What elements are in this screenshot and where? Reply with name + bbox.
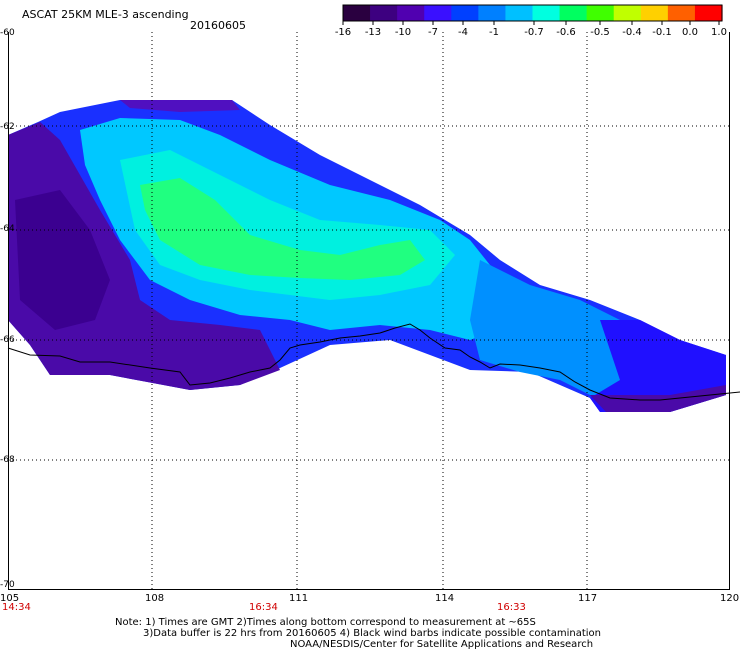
lat-label: -68: [0, 455, 15, 465]
data-swath: [8, 100, 726, 412]
swath-region-purple-north: [120, 100, 240, 112]
colorbar-label: 1.0: [711, 27, 727, 38]
map-date: 20160605: [190, 19, 246, 32]
swath-region-green: [140, 178, 425, 280]
lon-label: 117: [578, 593, 598, 604]
colorbar-label: -10: [394, 27, 412, 38]
colorbar-label: -4: [458, 27, 468, 38]
lat-label: -70: [0, 580, 15, 590]
map-title: ASCAT 25KM MLE-3 ascending: [22, 8, 189, 21]
time-label: 16:33: [497, 602, 526, 613]
colorbar-swatch: [667, 5, 696, 21]
colorbar-swatch: [478, 5, 507, 21]
lat-label: -64: [0, 224, 15, 234]
graticule: [8, 32, 730, 590]
lon-label: 114: [435, 593, 455, 604]
colorbar-label: 0.0: [682, 27, 698, 38]
lat-label: -60: [0, 28, 15, 38]
time-label: 14:34: [2, 602, 31, 613]
colorbar-label: -0.4: [622, 27, 642, 38]
lat-label: -62: [0, 122, 15, 132]
colorbar-swatch: [424, 5, 452, 21]
colorbar-swatch: [505, 5, 534, 21]
colorbar-swatch: [370, 5, 398, 21]
swath-region-purple-se: [590, 385, 726, 412]
antarctic-coastline: [7, 323, 740, 401]
colorbar-swatch: [343, 5, 371, 21]
lon-label: 111: [289, 593, 309, 604]
colorbar-label: -13: [364, 27, 382, 38]
time-label: 16:34: [249, 602, 278, 613]
colorbar: [342, 4, 723, 25]
colorbar-frame: [342, 4, 723, 22]
colorbar-label: -0.7: [524, 27, 544, 38]
colorbar-swatch: [397, 5, 425, 21]
colorbar-swatch: [640, 5, 669, 21]
colorbar-swatch: [613, 5, 642, 21]
colorbar-label: -0.6: [556, 27, 576, 38]
colorbar-label: -16: [334, 27, 352, 38]
colorbar-swatch: [694, 5, 723, 21]
colorbar-label: -0.1: [652, 27, 672, 38]
lat-label: -66: [0, 335, 15, 345]
colorbar-swatch: [451, 5, 479, 21]
swath-region-darkblue-east: [590, 320, 726, 412]
colorbar-label: -0.5: [590, 27, 610, 38]
colorbar-label: -1: [489, 27, 499, 38]
colorbar-swatch: [586, 5, 615, 21]
note-line-3: NOAA/NESDIS/Center for Satellite Applica…: [290, 639, 594, 650]
swath-region-purple-dark: [15, 190, 110, 330]
lon-label: 105: [0, 593, 20, 604]
lon-label: 120: [720, 593, 740, 604]
note-line-1: Note: 1) Times are GMT 2)Times along bot…: [115, 617, 536, 628]
colorbar-swatch: [559, 5, 588, 21]
note-line-2: 3)Data buffer is 22 hrs from 20160605 4)…: [143, 628, 601, 639]
colorbar-swatch: [532, 5, 561, 21]
lon-label: 108: [145, 593, 165, 604]
colorbar-label: -7: [428, 27, 438, 38]
